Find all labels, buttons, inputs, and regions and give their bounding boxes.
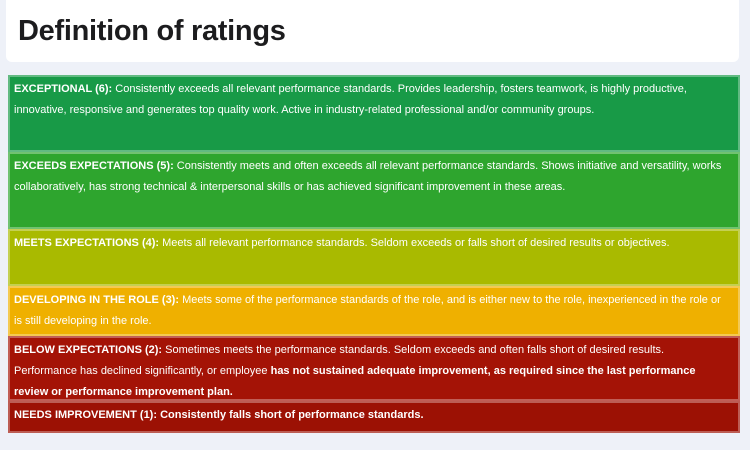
rating-text: BELOW EXPECTATIONS (2): Sometimes meets … xyxy=(14,344,696,398)
page-title: Definition of ratings xyxy=(18,14,286,47)
rating-text: EXCEEDS EXPECTATIONS (5): Consistently m… xyxy=(14,160,722,193)
rating-row-3: DEVELOPING IN THE ROLE (3): Meets some o… xyxy=(8,286,740,336)
rating-row-5: EXCEEDS EXPECTATIONS (5): Consistently m… xyxy=(8,152,740,229)
rating-row-4: MEETS EXPECTATIONS (4): Meets all releva… xyxy=(8,229,740,286)
rating-text: NEEDS IMPROVEMENT (1): Consistently fall… xyxy=(14,409,424,421)
page-header: Definition of ratings xyxy=(6,0,739,62)
rating-text: MEETS EXPECTATIONS (4): Meets all releva… xyxy=(14,237,670,249)
rating-row-2: BELOW EXPECTATIONS (2): Sometimes meets … xyxy=(8,336,740,401)
rating-row-1: NEEDS IMPROVEMENT (1): Consistently fall… xyxy=(8,401,740,433)
rating-row-6: EXCEPTIONAL (6): Consistently exceeds al… xyxy=(8,75,740,152)
rating-text: DEVELOPING IN THE ROLE (3): Meets some o… xyxy=(14,294,721,327)
rating-text: EXCEPTIONAL (6): Consistently exceeds al… xyxy=(14,83,687,116)
ratings-table: EXCEPTIONAL (6): Consistently exceeds al… xyxy=(8,75,740,433)
